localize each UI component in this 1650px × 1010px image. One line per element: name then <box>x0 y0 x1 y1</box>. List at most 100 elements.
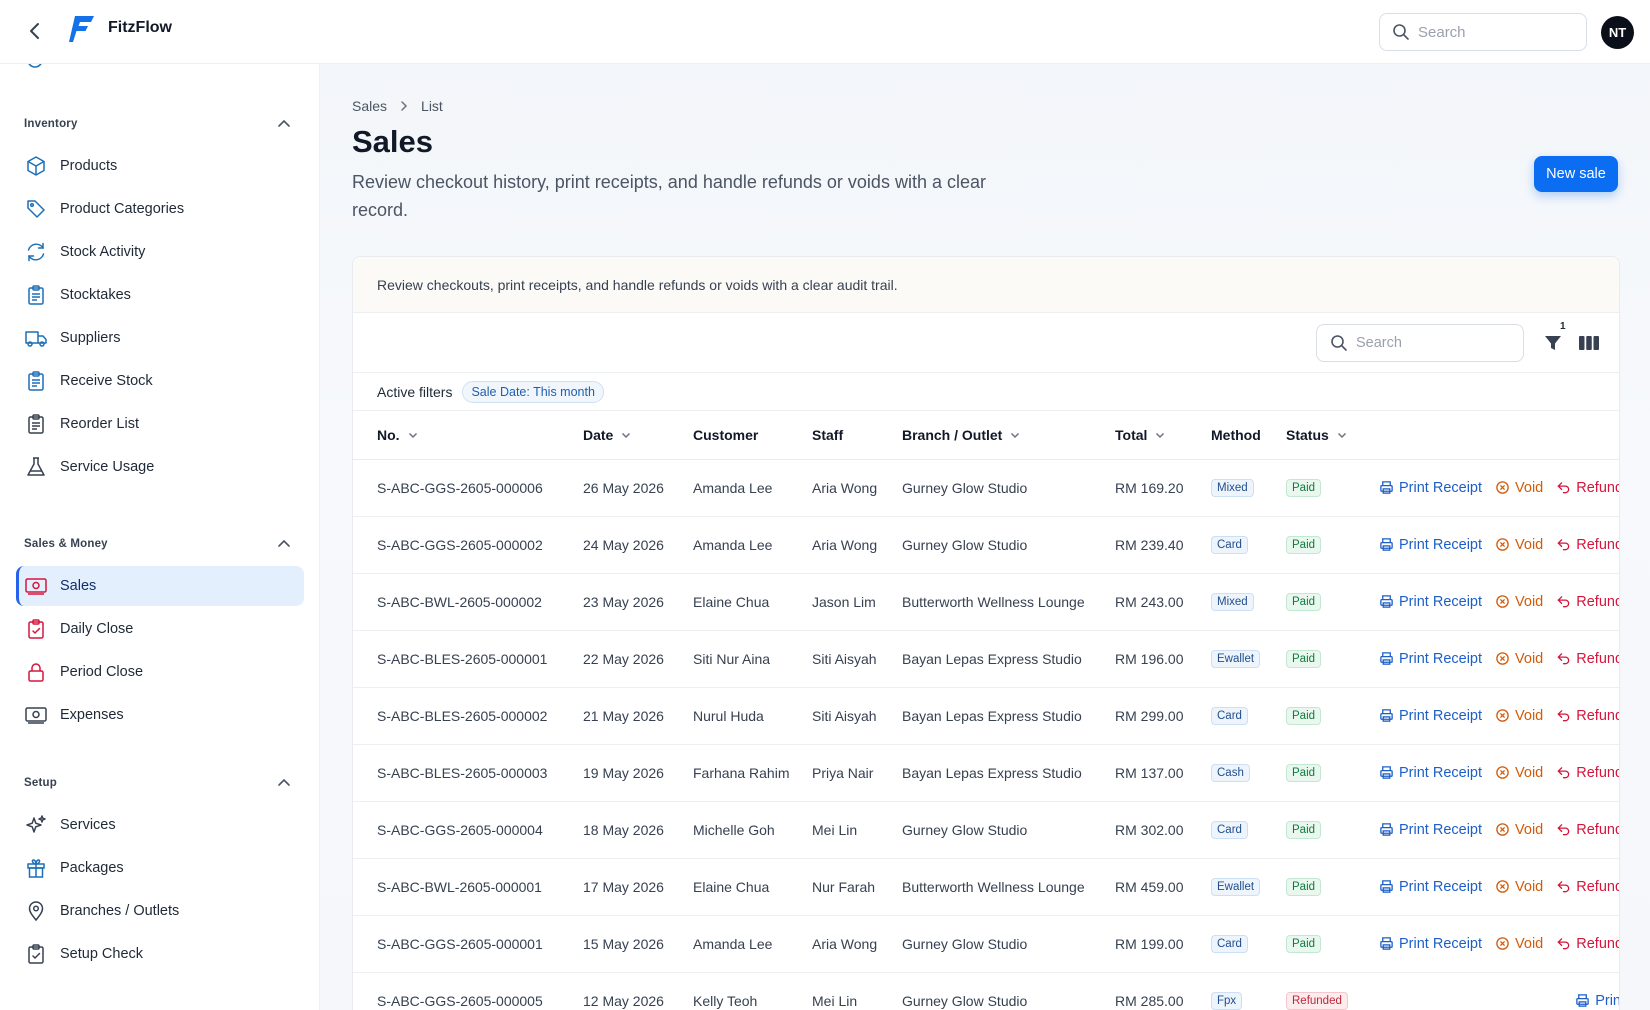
refund-button[interactable]: Refund <box>1556 594 1619 610</box>
sidebar-item-period-close[interactable]: Period Close <box>16 652 304 692</box>
table-search-input[interactable] <box>1356 335 1506 351</box>
print-receipt-button[interactable]: Print Receipt <box>1379 879 1482 895</box>
cell-sale-no[interactable]: S-ABC-BLES-2605-000003 <box>353 744 583 802</box>
void-button[interactable]: Void <box>1495 480 1543 496</box>
print-receipt-button[interactable]: Print Receipt <box>1379 936 1482 952</box>
print-receipt-button[interactable]: Print Receipt <box>1379 480 1482 496</box>
void-button[interactable]: Void <box>1495 765 1543 781</box>
column-header-branch[interactable]: Branch / Outlet <box>902 411 1115 460</box>
cell-branch: Bayan Lepas Express Studio <box>902 630 1115 688</box>
sidebar-item-stocktakes[interactable]: Stocktakes <box>16 275 304 315</box>
table-row[interactable]: S-ABC-GGS-2605-000006 26 May 2026 Amanda L… <box>353 459 1619 517</box>
column-header-status[interactable]: Status <box>1286 411 1379 460</box>
cell-sale-no[interactable]: S-ABC-BWL-2605-000002 <box>353 573 583 631</box>
cell-method: Fpx <box>1211 972 1286 1010</box>
new-sale-button[interactable]: New sale <box>1534 156 1618 192</box>
cell-sale-no[interactable]: S-ABC-GGS-2605-000001 <box>353 915 583 973</box>
print-receipt-button[interactable]: Print Receipt <box>1379 822 1482 838</box>
sidebar-item-service-usage[interactable]: Service Usage <box>16 447 304 487</box>
status-badge: Paid <box>1286 821 1322 839</box>
sidebar-item-branches-outlets[interactable]: Branches / Outlets <box>16 891 304 931</box>
cell-sale-no[interactable]: S-ABC-GGS-2605-000005 <box>353 972 583 1010</box>
sidebar-item-services[interactable]: Services <box>16 805 304 845</box>
column-header-total[interactable]: Total <box>1115 411 1211 460</box>
status-badge: Paid <box>1286 479 1322 497</box>
print-receipt-button[interactable]: Print Receipt <box>1379 708 1482 724</box>
columns-icon[interactable] <box>1578 333 1600 353</box>
table-row[interactable]: S-ABC-GGS-2605-000004 18 May 2026 Michelle… <box>353 801 1619 859</box>
sidebar-item-packages[interactable]: Packages <box>16 848 304 888</box>
table-row[interactable]: S-ABC-GGS-2605-000005 12 May 2026 Kelly Te… <box>353 972 1619 1010</box>
void-button[interactable]: Void <box>1495 708 1543 724</box>
user-avatar[interactable]: NT <box>1601 16 1634 49</box>
table-row[interactable]: S-ABC-BLES-2605-000001 22 May 2026 Siti Nu… <box>353 630 1619 688</box>
printer-icon <box>1380 652 1393 665</box>
print-receipt-button[interactable]: Print Receipt <box>1379 594 1482 610</box>
table-row[interactable]: S-ABC-GGS-2605-000002 24 May 2026 Amanda L… <box>353 516 1619 574</box>
sidebar-item-stock-activity[interactable]: Stock Activity <box>16 232 304 272</box>
refund-button[interactable]: Refund <box>1556 936 1619 952</box>
sidebar-item-expenses[interactable]: Expenses <box>16 695 304 735</box>
cell-total: RM 199.00 <box>1115 915 1211 973</box>
chevron-up-icon[interactable] <box>276 116 292 132</box>
column-header-date[interactable]: Date <box>583 411 693 460</box>
cell-sale-no[interactable]: S-ABC-GGS-2605-000004 <box>353 801 583 859</box>
status-badge: Refunded <box>1286 992 1348 1010</box>
refund-button[interactable]: Refund <box>1556 879 1619 895</box>
void-button[interactable]: Void <box>1495 936 1543 952</box>
sidebar-item-product-categories[interactable]: Product Categories <box>16 189 304 229</box>
chevron-right-icon <box>399 100 409 112</box>
sidebar-item-daily-close[interactable]: Daily Close <box>16 609 304 649</box>
cell-method: Cash <box>1211 744 1286 802</box>
chevron-up-icon[interactable] <box>276 775 292 791</box>
cell-sale-no[interactable]: S-ABC-GGS-2605-000006 <box>353 459 583 517</box>
print-receipt-button[interactable]: Prin <box>1575 993 1619 1009</box>
refund-button[interactable]: Refund <box>1556 651 1619 667</box>
sidebar-item-receive-stock[interactable]: Receive Stock <box>16 361 304 401</box>
table-row[interactable]: S-ABC-BWL-2605-000001 17 May 2026 Elaine C… <box>353 858 1619 916</box>
cell-sale-no[interactable]: S-ABC-BLES-2605-000001 <box>353 630 583 688</box>
cell-sale-no[interactable]: S-ABC-BLES-2605-000002 <box>353 687 583 745</box>
print-receipt-button[interactable]: Print Receipt <box>1379 765 1482 781</box>
top-search-box[interactable] <box>1379 13 1587 51</box>
sidebar-item-products[interactable]: Products <box>16 146 304 186</box>
sidebar-item-suppliers[interactable]: Suppliers <box>16 318 304 358</box>
table-row[interactable]: S-ABC-GGS-2605-000001 15 May 2026 Amanda L… <box>353 915 1619 973</box>
breadcrumb: Sales List <box>352 98 443 114</box>
print-receipt-button[interactable]: Print Receipt <box>1379 537 1482 553</box>
refund-button[interactable]: Refund <box>1556 708 1619 724</box>
refund-button[interactable]: Refund <box>1556 480 1619 496</box>
sidebar-item-setup-check[interactable]: Setup Check <box>16 934 304 974</box>
printer-icon <box>1380 880 1393 893</box>
sidebar-item-label: Services <box>60 817 116 833</box>
void-button[interactable]: Void <box>1495 651 1543 667</box>
table-row[interactable]: S-ABC-BLES-2605-000003 19 May 2026 Farhana… <box>353 744 1619 802</box>
cell-sale-no[interactable]: S-ABC-GGS-2605-000002 <box>353 516 583 574</box>
refund-button[interactable]: Refund <box>1556 537 1619 553</box>
void-button[interactable]: Void <box>1495 537 1543 553</box>
refund-button[interactable]: Refund <box>1556 822 1619 838</box>
void-button[interactable]: Void <box>1495 822 1543 838</box>
chevron-up-icon[interactable] <box>276 536 292 552</box>
print-receipt-button[interactable]: Print Receipt <box>1379 651 1482 667</box>
cell-customer: Elaine Chua <box>693 858 812 916</box>
top-search-input[interactable] <box>1418 23 1568 41</box>
void-button[interactable]: Void <box>1495 594 1543 610</box>
table-row[interactable]: S-ABC-BLES-2605-000002 21 May 2026 Nurul H… <box>353 687 1619 745</box>
column-header-no[interactable]: No. <box>353 411 583 460</box>
filter-icon[interactable] <box>1543 333 1563 353</box>
cell-sale-no[interactable]: S-ABC-BWL-2605-000001 <box>353 858 583 916</box>
cell-staff: Siti Aisyah <box>812 630 902 688</box>
breadcrumb-parent[interactable]: Sales <box>352 98 388 114</box>
table-row[interactable]: S-ABC-BWL-2605-000002 23 May 2026 Elaine C… <box>353 573 1619 631</box>
sidebar-item-label: Period Close <box>60 664 144 680</box>
refund-button[interactable]: Refund <box>1556 765 1619 781</box>
void-button[interactable]: Void <box>1495 879 1543 895</box>
sidebar-item-sales[interactable]: Sales <box>16 566 304 606</box>
method-badge: Card <box>1211 536 1248 554</box>
cell-status: Paid <box>1286 459 1379 517</box>
table-search-box[interactable] <box>1316 324 1524 362</box>
back-button[interactable] <box>22 18 48 44</box>
sidebar-item-reorder-list[interactable]: Reorder List <box>16 404 304 444</box>
active-filter-chip[interactable]: Sale Date: This month <box>462 380 604 403</box>
